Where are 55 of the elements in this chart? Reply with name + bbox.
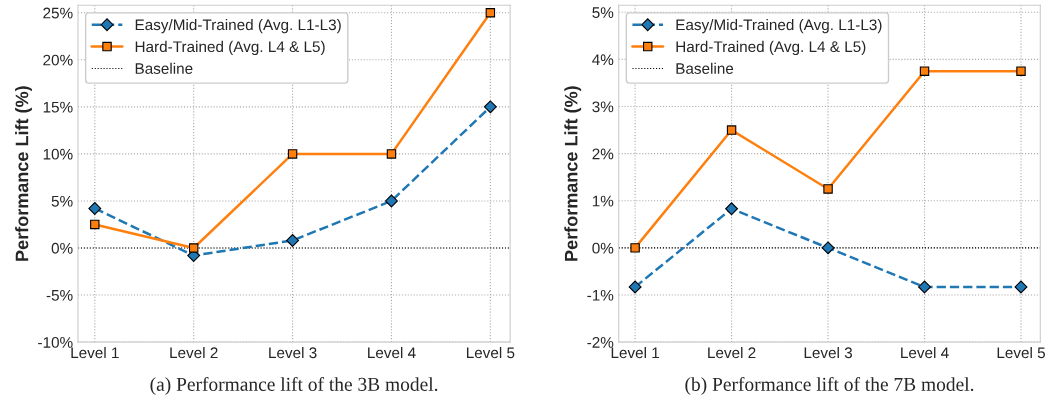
y-tick-label: 15%	[43, 101, 73, 113]
y-tick-label: 1%	[592, 195, 614, 207]
y-tick-label: -10%	[38, 336, 73, 348]
legend-label: Baseline	[676, 62, 734, 74]
y-tick-label: 25%	[43, 7, 73, 19]
y-tick-label: 20%	[43, 54, 73, 66]
y-tick-label: -2%	[587, 336, 614, 348]
point	[286, 234, 300, 247]
x-tick-label: Level 3	[269, 346, 317, 359]
x-tick-label: Level 5	[466, 346, 515, 359]
legend-label: Hard-Trained (Avg. L4 & L5)	[676, 40, 866, 56]
y-tick-label: 10%	[43, 148, 73, 160]
legend-label: Easy/Mid-Trained (Avg. L1-L3)	[676, 18, 882, 34]
point	[725, 202, 739, 216]
x-tick-label: Level 4	[901, 346, 949, 359]
y-tick-label: 3%	[592, 101, 614, 113]
point	[726, 125, 737, 135]
point	[386, 149, 397, 159]
point	[1014, 280, 1028, 294]
x-tick-label: Level 2	[170, 346, 218, 359]
point	[1016, 66, 1026, 76]
point	[483, 100, 497, 114]
x-tick-label: Level 3	[804, 346, 853, 359]
y-tick-label: 2%	[592, 148, 614, 160]
point	[821, 241, 835, 255]
point	[90, 219, 100, 230]
x-tick-label: Level 1	[71, 346, 119, 359]
y-tick-label: 5%	[592, 7, 614, 18]
y-tick-label: -1%	[587, 289, 614, 301]
x-tick-label: Level 5	[997, 346, 1045, 359]
y-tick-label: 0%	[51, 242, 73, 254]
x-tick-label: Level 1	[611, 346, 659, 359]
y-axis-title: Performance Lift (%)	[564, 86, 582, 261]
legend-label: Baseline	[135, 62, 193, 74]
point	[385, 194, 398, 208]
point	[287, 149, 298, 159]
point	[918, 280, 931, 294]
legend-label: Easy/Mid-Trained (Avg. L1-L3)	[135, 18, 341, 34]
y-tick-label: -5%	[46, 289, 73, 301]
x-tick-label: Level 4	[368, 346, 416, 359]
point	[630, 243, 640, 253]
point	[628, 280, 642, 294]
y-axis-title: Performance Lift (%)	[15, 86, 32, 261]
point	[919, 66, 930, 76]
x-tick-label: Level 2	[708, 346, 756, 359]
y-tick-label: 0%	[592, 242, 614, 254]
point	[88, 202, 102, 215]
y-tick-label: 4%	[592, 54, 614, 66]
legend-label: Hard-Trained (Avg. L4 & L5)	[135, 40, 325, 56]
point	[188, 243, 199, 253]
y-tick-label: 5%	[51, 195, 73, 207]
point	[485, 8, 496, 18]
text: (a) Performance lift of the 3B model.	[150, 377, 438, 395]
point	[823, 184, 833, 194]
text: (b) Performance lift of the 7B model.	[685, 377, 974, 395]
